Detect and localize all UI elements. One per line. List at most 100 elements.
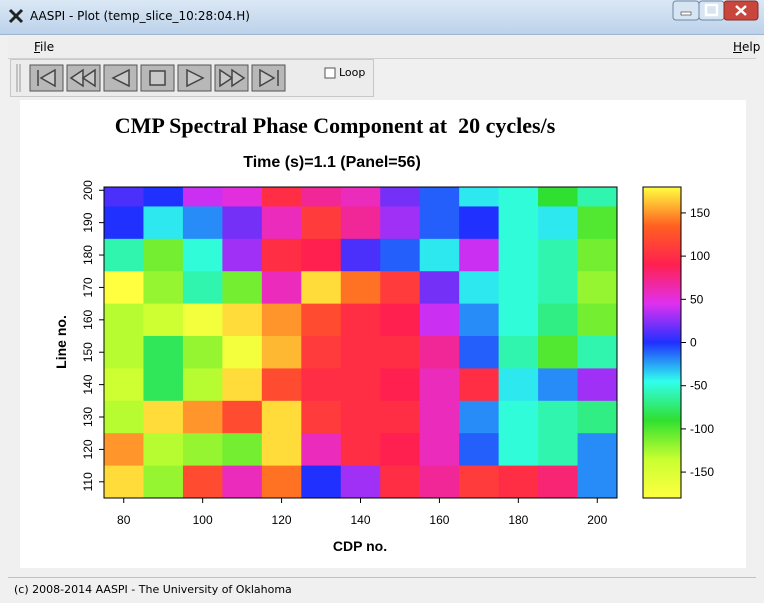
heatmap-cell <box>222 336 262 369</box>
heatmap-cell <box>459 368 499 401</box>
heatmap-cell <box>459 401 499 434</box>
heatmap-cell <box>578 239 618 272</box>
colorbar-tick-label: 50 <box>690 292 704 306</box>
heatmap-cell <box>420 466 460 499</box>
heatmap-cell <box>459 174 499 207</box>
heatmap-cell <box>104 368 144 401</box>
heatmap-cell <box>420 174 460 207</box>
status-text: (c) 2008-2014 AASPI - The University of … <box>14 583 292 596</box>
heatmap-cell <box>380 304 420 337</box>
colorbar-tick-label: 0 <box>690 336 697 350</box>
colorbar-tick-label: 150 <box>690 206 710 220</box>
heatmap-cell <box>499 304 539 337</box>
heatmap-cell <box>143 271 183 304</box>
heatmap-cell <box>459 239 499 272</box>
heatmap-cell <box>420 368 460 401</box>
chart-subtitle: Time (s)=1.1 (Panel=56) <box>243 154 421 171</box>
heatmap-cell <box>538 401 578 434</box>
heatmap-cell <box>538 304 578 337</box>
heatmap-cell <box>222 401 262 434</box>
y-tick-label: 180 <box>81 245 95 265</box>
heatmap-cell <box>222 271 262 304</box>
heatmap-cell <box>104 401 144 434</box>
heatmap-cell <box>578 466 618 499</box>
y-tick-label: 170 <box>81 277 95 297</box>
heatmap-cell <box>301 336 341 369</box>
heatmap-cell <box>301 206 341 239</box>
heatmap-cell <box>262 368 302 401</box>
heatmap-cell <box>538 433 578 466</box>
y-axis-label: Line no. <box>53 315 69 369</box>
heatmap-cell <box>459 433 499 466</box>
y-tick-label: 200 <box>81 180 95 200</box>
heatmap-cell <box>499 174 539 207</box>
heatmap-cell <box>104 271 144 304</box>
heatmap-cell <box>380 368 420 401</box>
colorbar <box>643 187 681 498</box>
heatmap-cell <box>262 239 302 272</box>
heatmap-cell <box>380 239 420 272</box>
heatmap-cell <box>222 239 262 272</box>
heatmap-cell <box>143 206 183 239</box>
heatmap-cell <box>578 174 618 207</box>
y-tick-label: 190 <box>81 212 95 232</box>
heatmap-cell <box>578 336 618 369</box>
heatmap-cell <box>183 401 223 434</box>
heatmap-cell <box>578 206 618 239</box>
heatmap-cell <box>538 206 578 239</box>
heatmap-cell <box>341 304 381 337</box>
heatmap-cell <box>341 466 381 499</box>
heatmap-cell <box>143 336 183 369</box>
heatmap-cell <box>499 271 539 304</box>
heatmap-cell <box>143 304 183 337</box>
heatmap-cell <box>301 304 341 337</box>
heatmap-cell <box>262 401 302 434</box>
y-tick-label: 130 <box>81 407 95 427</box>
heatmap-cell <box>420 433 460 466</box>
heatmap-cell <box>420 304 460 337</box>
heatmap-cell <box>104 206 144 239</box>
heatmap-cell <box>262 433 302 466</box>
colorbar-tick-label: -100 <box>690 422 714 436</box>
heatmap-cell <box>222 433 262 466</box>
y-tick-label: 120 <box>81 439 95 459</box>
x-tick-label: 120 <box>272 513 292 527</box>
heatmap-cell <box>538 336 578 369</box>
heatmap-cell <box>104 174 144 207</box>
heatmap-cell <box>499 433 539 466</box>
heatmap-cell <box>459 336 499 369</box>
chart: CMP Spectral Phase Component at 20 cycle… <box>0 0 764 575</box>
heatmap-cell <box>143 368 183 401</box>
heatmap-cell <box>183 174 223 207</box>
y-tick-label: 110 <box>81 472 95 491</box>
heatmap-cell <box>538 466 578 499</box>
heatmap-cell <box>301 368 341 401</box>
heatmap-cell <box>578 271 618 304</box>
heatmap-cell <box>341 368 381 401</box>
colorbar-tick-label: -50 <box>690 379 708 393</box>
heatmap-cell <box>538 368 578 401</box>
heatmap-cell <box>222 174 262 207</box>
heatmap-cell <box>222 304 262 337</box>
heatmap-cell <box>420 206 460 239</box>
heatmap-cell <box>499 401 539 434</box>
heatmap-cell <box>499 336 539 369</box>
heatmap-cell <box>183 433 223 466</box>
heatmap-cell <box>262 466 302 499</box>
heatmap-cell <box>104 239 144 272</box>
heatmap-cell <box>104 466 144 499</box>
heatmap-cell <box>183 271 223 304</box>
heatmap-cell <box>499 239 539 272</box>
x-tick-label: 100 <box>193 513 213 527</box>
heatmap-cell <box>499 466 539 499</box>
x-tick-label: 160 <box>429 513 449 527</box>
chart-title: CMP Spectral Phase Component at 20 cycle… <box>115 113 556 138</box>
heatmap-cell <box>104 304 144 337</box>
heatmap-cell <box>341 174 381 207</box>
heatmap-cell <box>578 433 618 466</box>
heatmap-cell <box>578 368 618 401</box>
heatmap-cell <box>183 336 223 369</box>
heatmap-cell <box>104 433 144 466</box>
heatmap-cell <box>538 239 578 272</box>
heatmap-cell <box>143 401 183 434</box>
